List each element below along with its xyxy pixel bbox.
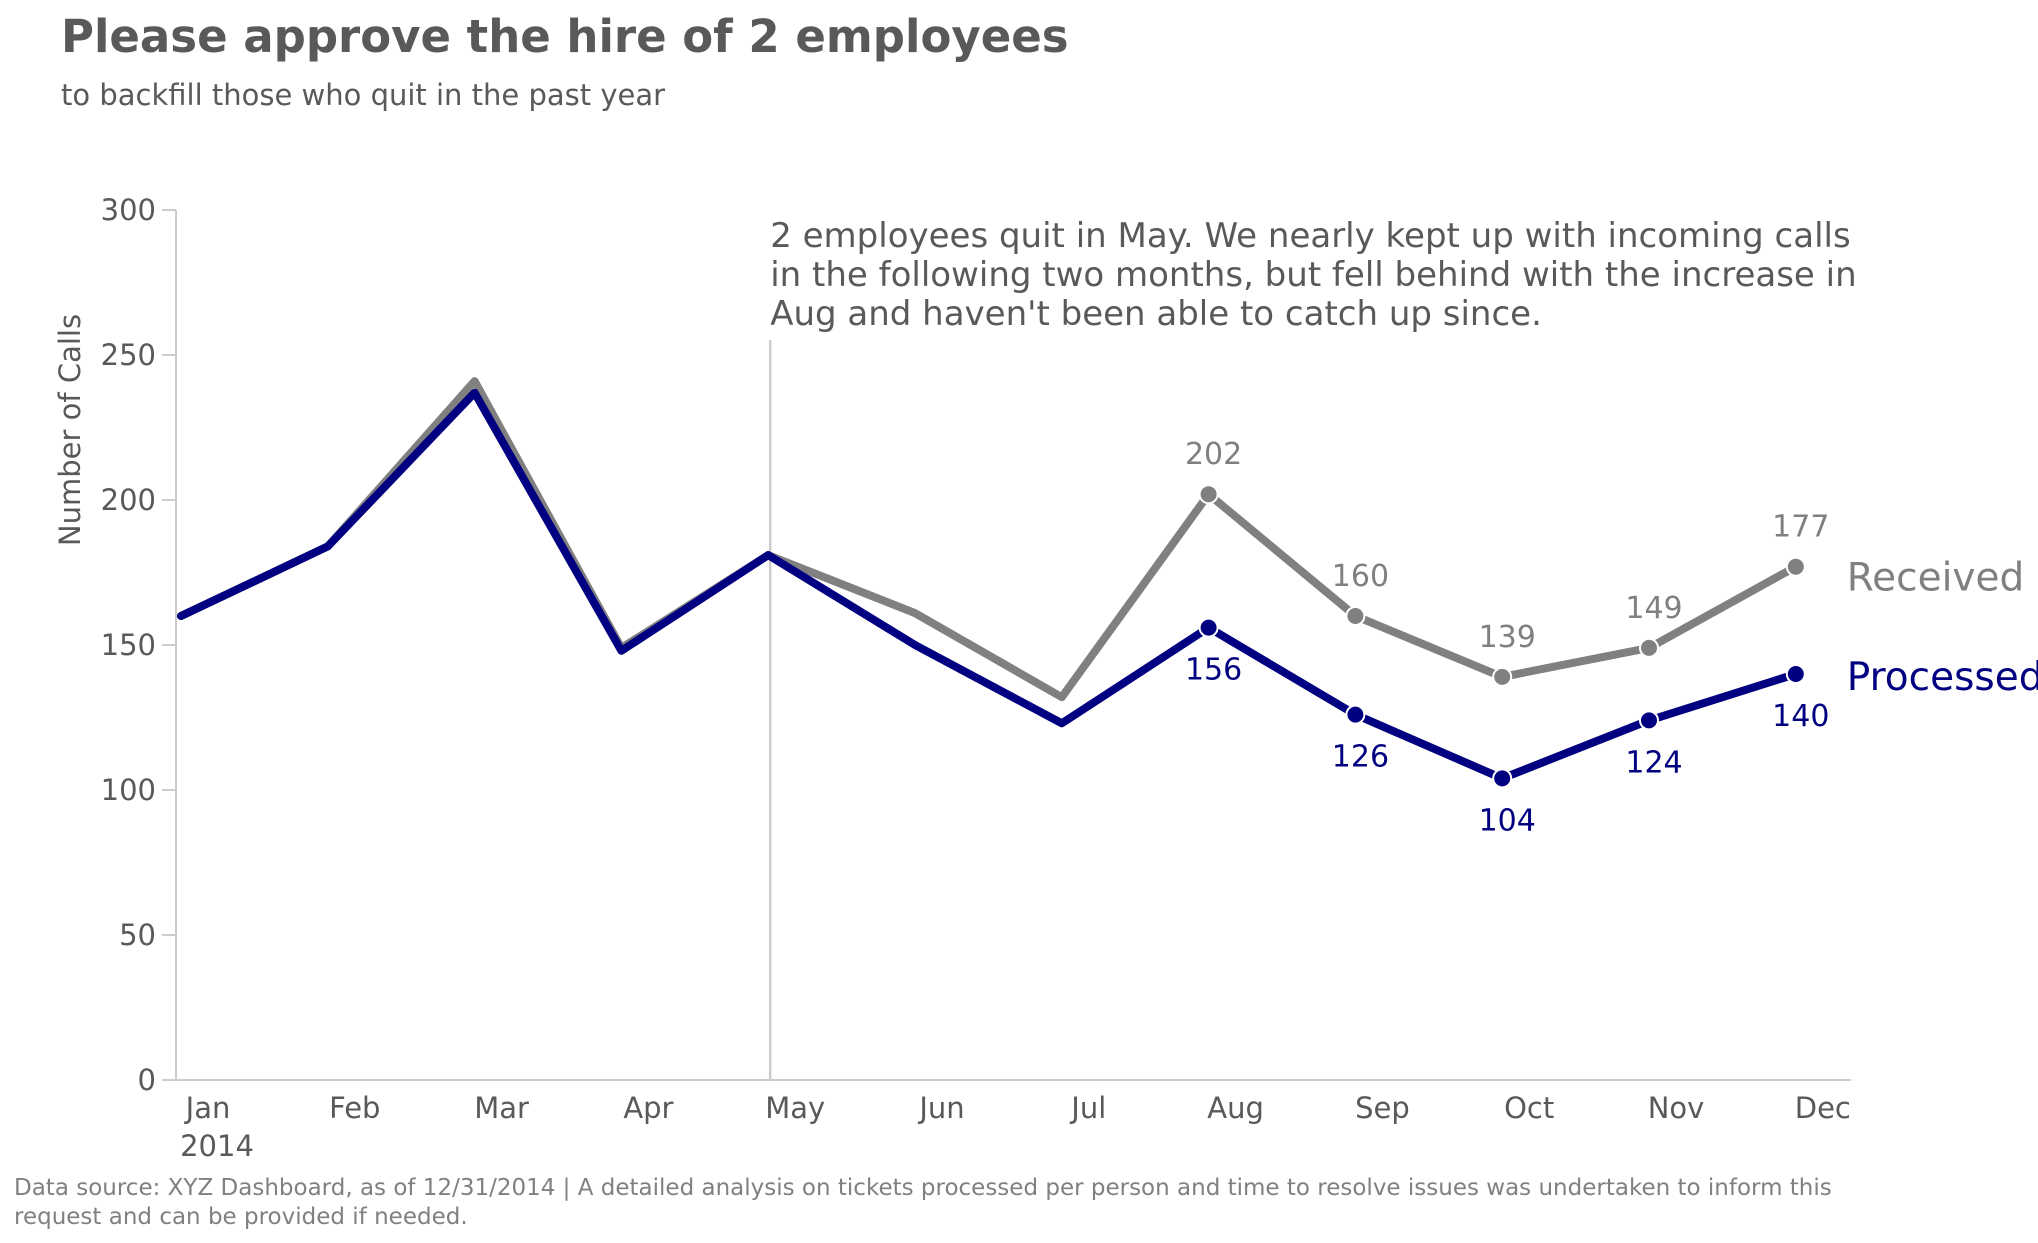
data-label-processed: 126 xyxy=(1332,740,1389,775)
annotation-text-line: in the following two months, but fell be… xyxy=(770,255,1856,295)
series-point-received xyxy=(1639,637,1659,658)
page-title: Please approve the hire of 2 employees xyxy=(61,10,1069,63)
y-tick-label: 300 xyxy=(101,193,156,227)
series-layer xyxy=(177,377,1806,789)
x-tick-label: Mar xyxy=(474,1091,529,1125)
series-name-processed: Processed xyxy=(1847,655,2038,700)
series-line-received xyxy=(177,377,1800,702)
series-point-received xyxy=(1785,556,1806,577)
x-tick-label: May xyxy=(765,1091,825,1125)
series-line-processed xyxy=(177,388,1800,783)
data-labels-layer: 202 160 139 149 177 Received 156 126 104 124 140 Pr… xyxy=(1185,437,2038,838)
y-tick-label: 200 xyxy=(101,483,156,517)
data-label-processed: 104 xyxy=(1479,803,1536,838)
x-tick-label: Jun xyxy=(917,1091,964,1125)
annotation-layer: 2 employees quit in May. We nearly kept … xyxy=(768,216,1857,1080)
series-point-received xyxy=(1198,484,1219,505)
footnote: Data source: XYZ Dashboard, as of 12/31/… xyxy=(14,1175,1832,1230)
y-axis-label: Number of Calls xyxy=(53,314,87,546)
series-point-processed xyxy=(1345,704,1366,725)
y-tick-label: 100 xyxy=(101,773,156,807)
data-label-processed: 124 xyxy=(1625,745,1682,780)
x-tick-label: Apr xyxy=(623,1091,673,1125)
annotation-text-line: Aug and haven't been able to catch up si… xyxy=(770,294,1542,334)
series-point-processed xyxy=(1198,617,1219,638)
x-tick-label: Feb xyxy=(329,1091,380,1125)
x-tick-label: Dec xyxy=(1795,1091,1851,1125)
series-point-processed xyxy=(1492,768,1513,789)
series-point-processed xyxy=(1639,710,1659,731)
data-label-processed: 156 xyxy=(1185,653,1242,688)
y-tick-label: 50 xyxy=(119,918,156,952)
page-subtitle: to backfill those who quit in the past y… xyxy=(61,78,666,112)
x-year-label: 2014 xyxy=(180,1129,254,1163)
data-label-received: 149 xyxy=(1625,591,1682,626)
annotation-text: 2 employees quit in May. We nearly kept … xyxy=(770,216,1856,334)
data-label-processed: 140 xyxy=(1772,699,1829,734)
data-label-received: 139 xyxy=(1479,620,1536,655)
annotation-text-line: 2 employees quit in May. We nearly kept … xyxy=(770,216,1851,256)
data-label-received: 177 xyxy=(1772,510,1829,545)
series-point-processed xyxy=(1785,664,1806,684)
x-tick-label: Aug xyxy=(1207,1091,1264,1125)
x-tick-label: Sep xyxy=(1355,1091,1410,1125)
series-name-received: Received xyxy=(1847,556,2024,601)
y-tick-label: 150 xyxy=(101,628,156,662)
x-tick-label: Oct xyxy=(1504,1091,1554,1125)
y-tick-label: 0 xyxy=(138,1063,156,1097)
x-tick-label: Nov xyxy=(1648,1091,1705,1125)
series-point-received xyxy=(1345,606,1366,626)
x-tick-label: Jan xyxy=(184,1091,231,1125)
data-label-received: 160 xyxy=(1332,559,1389,594)
series-point-received xyxy=(1492,666,1513,687)
chart-axes: 0 50 100 150 200 250 300 Number of Calls Jan Feb M… xyxy=(53,193,1851,1163)
y-tick-label: 250 xyxy=(101,338,156,372)
x-tick-label: Jul xyxy=(1069,1091,1106,1125)
data-label-received: 202 xyxy=(1185,437,1242,472)
